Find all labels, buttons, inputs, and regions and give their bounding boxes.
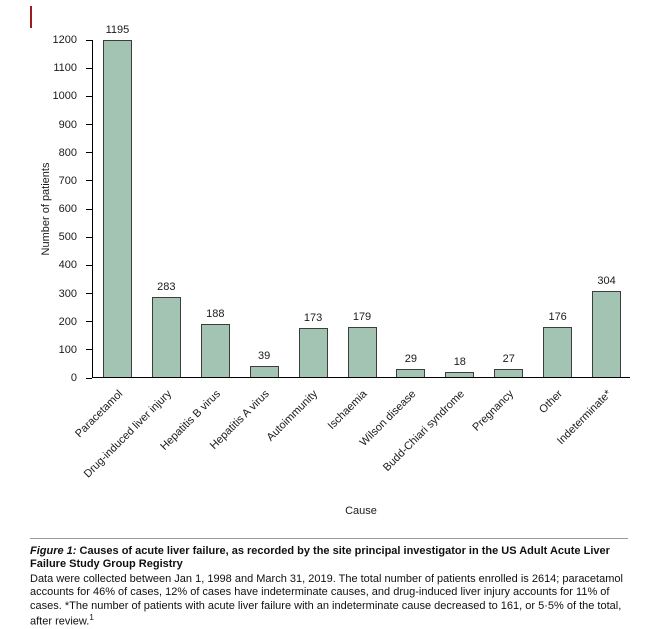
y-tick-mark [86, 264, 92, 266]
bar-pregnancy [494, 369, 524, 377]
bar-value-label: 283 [157, 281, 176, 294]
bar-hepatitis-b-virus [200, 324, 230, 377]
bar-value-label: 304 [597, 275, 616, 288]
y-tick-label: 900 [58, 118, 77, 131]
y-tick-mark [86, 293, 92, 294]
bar-wilson-disease [396, 368, 426, 377]
bar-drug-induced-liver-injury [151, 297, 181, 377]
caption-body-text: Data were collected between Jan 1, 1998 … [30, 572, 623, 628]
y-tick-mark [86, 321, 92, 323]
y-tick-mark [86, 180, 92, 182]
x-tick-label: Other [537, 388, 566, 416]
bar-other [543, 327, 573, 377]
bar-budd-chiari-syndrome [445, 371, 475, 377]
bar-value-label: 188 [206, 308, 225, 321]
y-tick-mark [86, 39, 92, 41]
y-tick-label: 600 [58, 203, 77, 215]
bar-autoimmunity [298, 328, 328, 377]
y-tick-label: 800 [58, 146, 77, 159]
bar-value-label: 179 [352, 310, 372, 323]
x-axis-labels: Paracetamol Drug-induced liver injury Hepa… [0, 381, 656, 503]
plot-area: 1195 283 188 39 173 179 29 18 27 176 304 [92, 24, 630, 378]
y-tick-label: 1200 [52, 34, 77, 46]
y-tick-mark [86, 208, 92, 210]
figure-label: Figure 1: [30, 545, 77, 557]
bar-chart: Number of patients 0 100 200 300 400 500 600 70… [0, 10, 656, 532]
caption-title: Figure 1: Causes of acute liver failure,… [30, 545, 630, 572]
bar-value-label: 176 [548, 311, 567, 324]
bar-hepatitis-a-virus [249, 366, 279, 377]
y-tick-mark [86, 124, 92, 125]
x-tick-label: Autoimmunity [264, 388, 321, 444]
bar-value-label: 27 [502, 353, 515, 366]
x-axis-title: Cause [345, 505, 377, 517]
bar-value-label: 29 [404, 352, 418, 365]
y-tick-label: 400 [58, 259, 77, 272]
y-tick-mark [86, 377, 92, 379]
bar-ischaemia [347, 326, 377, 377]
caption-divider [30, 538, 628, 539]
y-tick-label: 100 [58, 343, 77, 356]
x-tick-label: Paracetamol [72, 388, 125, 441]
bar-value-label: 173 [303, 312, 323, 325]
x-tick-label: Ischaemia [325, 388, 370, 432]
accent-rule [30, 6, 32, 28]
x-tick-label: Pregnancy [470, 388, 517, 434]
caption-title-text: Causes of acute liver failure, as record… [30, 545, 610, 571]
y-tick-mark [86, 236, 92, 238]
y-tick-mark [86, 152, 92, 154]
bar-value-label: 39 [258, 350, 271, 363]
y-axis: 0 100 200 300 400 500 600 700 800 900 1000 1100 1200 [0, 10, 86, 532]
y-tick-mark [86, 349, 92, 351]
y-tick-label: 1100 [53, 62, 77, 75]
y-tick-label: 700 [58, 174, 77, 187]
reference-mark: 1 [89, 613, 94, 623]
y-tick-label: 0 [70, 372, 77, 384]
x-tick-label: Drug-induced liver injury [81, 388, 174, 481]
bar-paracetamol [102, 40, 132, 377]
bar-value-label: 18 [453, 355, 466, 368]
figure-caption: Figure 1: Causes of acute liver failure,… [30, 545, 630, 629]
bar-value-label: 1195 [105, 24, 130, 37]
y-tick-label: 300 [58, 287, 77, 300]
y-tick-label: 500 [58, 231, 77, 244]
y-tick-mark [86, 95, 92, 97]
y-tick-label: 200 [58, 315, 77, 328]
caption-body: Data were collected between Jan 1, 1998 … [30, 573, 630, 629]
x-tick-label: Budd-Chiari syndrome [381, 388, 468, 474]
y-tick-mark [86, 67, 92, 69]
y-tick-label: 1000 [52, 90, 77, 103]
bar-indeterminate [592, 291, 622, 377]
